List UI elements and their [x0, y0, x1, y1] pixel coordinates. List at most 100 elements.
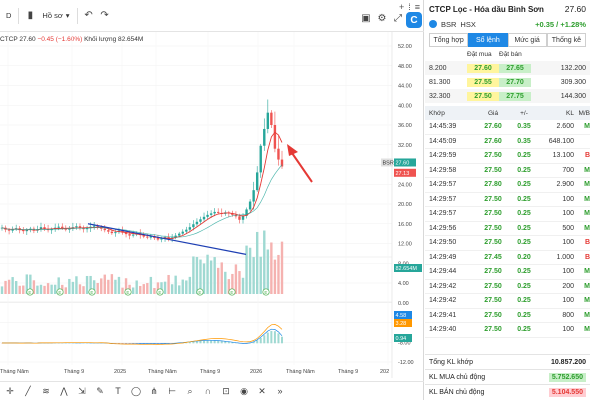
chart-pane[interactable]: D ▮ Hồ sơ ▾ ↶ ↷ + ⁞ ≡ ▣ ⚙ ⤢ C CTCP 2: [0, 0, 424, 400]
trade-row[interactable]: 14:29:57 27.50 0.25 100 M: [425, 207, 590, 222]
ruler-tool-icon[interactable]: ⊢: [168, 385, 176, 396]
trade-row[interactable]: 14:29:57 27.50 0.25 100 M: [425, 193, 590, 207]
eye-tool-icon[interactable]: ◉: [240, 385, 248, 396]
bid-price[interactable]: 27.60: [467, 63, 499, 73]
toolbar-right: ▣ ⚙ ⤢ C: [358, 0, 422, 32]
cursor-icon[interactable]: ✛: [6, 385, 14, 396]
redo-icon[interactable]: ↷: [100, 10, 109, 21]
ticker-logo-icon: [429, 20, 437, 28]
trade-time: 14:29:57: [429, 210, 457, 218]
bid-price[interactable]: 27.50: [467, 91, 499, 101]
trash-tool-icon[interactable]: ✕: [258, 385, 266, 396]
macd-histogram-bar: [188, 341, 191, 344]
undo-icon[interactable]: ↶: [84, 10, 93, 21]
tab-price-levels[interactable]: Mức giá: [507, 33, 547, 47]
settings-gear-icon[interactable]: ⚙: [377, 12, 387, 24]
trade-row[interactable]: 14:29:40 27.50 0.25 100 M: [425, 323, 590, 338]
trade-row[interactable]: 14:29:59 27.50 0.25 13.100 B: [425, 149, 590, 164]
chart-toolbar: D ▮ Hồ sơ ▾ ↶ ↷ + ⁞ ≡ ▣ ⚙ ⤢ C: [0, 0, 424, 32]
trade-summary: Tổng KL khớp 10.857.200 KL MUA chủ động …: [425, 354, 590, 399]
candle-body: [114, 232, 117, 234]
tab-orderbook[interactable]: Sổ lệnh: [468, 33, 508, 47]
volume-bar: [245, 245, 248, 294]
trend-line[interactable]: [87, 223, 247, 255]
brush-tool-icon[interactable]: ✎: [96, 385, 104, 396]
volume-bar: [209, 260, 213, 294]
ma-line-long: [1, 164, 283, 238]
macd-histogram-bar: [256, 340, 259, 344]
trend-line-segment: [87, 223, 247, 255]
trade-row[interactable]: 14:45:09 27.60 0.35 648.100: [425, 135, 590, 149]
magnet-tool-icon[interactable]: ∩: [204, 386, 212, 396]
volume-bar: [82, 286, 85, 294]
orderbook-row[interactable]: 8.200 27.60 27.65 132.200: [425, 61, 590, 75]
trade-row[interactable]: 14:29:42 27.50 0.25 200 M: [425, 280, 590, 294]
candle-body: [160, 238, 163, 240]
macd-histogram-bar: [270, 330, 273, 344]
trade-row[interactable]: 14:29:50 27.50 0.25 100 B: [425, 236, 590, 251]
orderbook-row[interactable]: 81.300 27.55 27.70 309.300: [425, 75, 590, 89]
measure-tool-icon[interactable]: ⇲: [78, 385, 86, 396]
trade-change: 0.25: [517, 268, 531, 276]
candles: [0, 99, 284, 243]
orderbook-row[interactable]: 32.300 27.50 27.75 144.300: [425, 89, 590, 103]
bid-price[interactable]: 27.55: [467, 77, 499, 87]
ask-price[interactable]: 27.70: [499, 77, 531, 87]
last-price-symbol-tag: BSR: [383, 160, 394, 166]
trade-row[interactable]: 14:45:39 27.60 0.35 2.600 M: [425, 120, 590, 135]
candle-body: [248, 201, 252, 210]
fib-tool-icon[interactable]: ≋: [42, 385, 50, 396]
candle-body: [241, 215, 245, 220]
more-tools-icon[interactable]: »: [277, 386, 283, 396]
volume-bar: [57, 277, 60, 294]
macd-panel: [1, 324, 283, 345]
trade-row[interactable]: 14:29:57 27.80 0.25 2.900 M: [425, 178, 590, 193]
lock-tool-icon[interactable]: ⊡: [222, 385, 230, 396]
tab-summary[interactable]: Tổng hợp: [429, 33, 469, 47]
trade-row[interactable]: 14:29:41 27.50 0.25 800 M: [425, 309, 590, 323]
time-axis[interactable]: Tháng Năm Tháng 9 2025 Tháng Năm Tháng 9 2026…: [0, 369, 389, 375]
trade-row[interactable]: 14:29:49 27.45 0.20 1.000 B: [425, 251, 590, 265]
candle-body: [96, 225, 99, 228]
text-tool-icon[interactable]: T: [115, 386, 121, 396]
trades-list[interactable]: 14:45:39 27.60 0.35 2.600 M 14:45:09 27.60 0.35…: [425, 120, 590, 338]
trade-row[interactable]: 14:29:56 27.50 0.25 500 M: [425, 222, 590, 236]
earnings-marker: [124, 288, 132, 296]
ask-price[interactable]: 27.65: [499, 63, 531, 73]
y-tick-label: 16.00: [398, 222, 412, 228]
trade-time: 14:29:58: [429, 166, 457, 174]
volume-bar: [255, 231, 259, 294]
price-chart[interactable]: E E E E E E E E 52.00 48.00 44.00 40.00 36.00 32.00 2…: [0, 32, 424, 378]
shape-tool-icon[interactable]: ◯: [130, 385, 142, 396]
trade-time: 14:29:57: [429, 181, 457, 189]
x-tick-label: 2025: [114, 369, 126, 375]
ticker-info[interactable]: BSR HSX: [429, 20, 476, 29]
trade-volume: 100: [562, 195, 574, 203]
fullscreen-icon[interactable]: ⤢: [394, 12, 402, 24]
snapshot-icon[interactable]: ▣: [361, 12, 371, 24]
trade-row[interactable]: 14:29:58 27.50 0.25 700 M: [425, 164, 590, 178]
y-tick-label: -8.00: [398, 340, 411, 346]
add-icon[interactable]: +: [398, 2, 405, 12]
candles-icon[interactable]: ▮: [27, 10, 34, 21]
zoom-tool-icon[interactable]: ⌕: [187, 385, 193, 396]
trade-row[interactable]: 14:29:42 27.50 0.25 100 M: [425, 294, 590, 309]
side-tabs: Tổng hợp Sổ lệnh Mức giá Thống kê: [429, 33, 586, 47]
candle-body: [11, 229, 14, 231]
macd-histogram-bar: [192, 341, 195, 344]
interval-selector[interactable]: D: [6, 11, 12, 20]
ask-price[interactable]: 27.75: [499, 91, 531, 101]
earnings-marker: [88, 288, 96, 296]
pitchfork-tool-icon[interactable]: ⋔: [150, 385, 158, 396]
layout-icon[interactable]: ⁞: [408, 2, 411, 12]
x-tick-label: 2026: [250, 369, 262, 375]
more-icon[interactable]: ≡: [414, 2, 420, 12]
trendline-tool-icon[interactable]: ╱: [25, 385, 31, 396]
pattern-tool-icon[interactable]: ⋀: [60, 385, 68, 396]
last-price-tag: 27.60: [396, 160, 410, 166]
annotation-arrow[interactable]: [287, 144, 313, 183]
trade-row[interactable]: 14:29:44 27.50 0.25 100 M: [425, 265, 590, 280]
tab-statistics[interactable]: Thống kê: [546, 33, 586, 47]
chart-profile-dropdown[interactable]: Hồ sơ ▾: [38, 6, 73, 26]
